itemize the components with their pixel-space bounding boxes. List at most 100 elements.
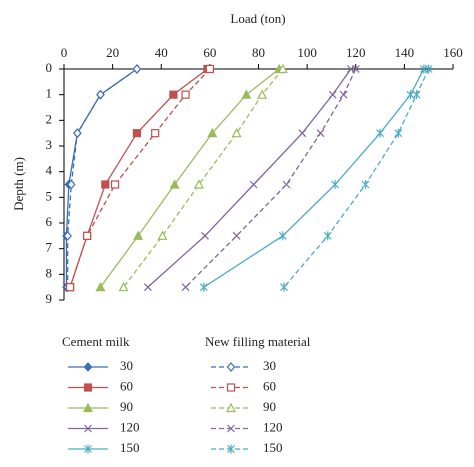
marker xyxy=(339,90,348,99)
marker xyxy=(118,281,129,292)
marker xyxy=(66,179,76,190)
legend-marker xyxy=(83,383,93,392)
series-line xyxy=(147,68,352,288)
legend-marker xyxy=(227,424,235,433)
series-line xyxy=(203,68,425,288)
marker xyxy=(282,180,291,189)
marker xyxy=(132,64,142,74)
marker xyxy=(169,179,180,189)
marker xyxy=(331,180,340,189)
legend-entry: 30 xyxy=(211,358,276,373)
legend-label: 150 xyxy=(120,440,140,455)
marker xyxy=(207,127,218,138)
legend-entry: 60 xyxy=(211,378,276,393)
marker xyxy=(133,230,144,240)
x-tick-label: 80 xyxy=(252,45,265,60)
legend-marker xyxy=(227,444,235,454)
marker xyxy=(298,129,307,138)
legend-marker xyxy=(84,424,92,433)
series-line xyxy=(69,68,208,288)
marker xyxy=(257,89,268,99)
marker xyxy=(181,283,190,292)
marker xyxy=(328,90,337,99)
marker xyxy=(143,283,152,292)
marker xyxy=(241,89,252,99)
legend-title: Cement milk xyxy=(62,334,130,349)
y-tick-label: 1 xyxy=(46,86,53,101)
series-line xyxy=(123,68,284,288)
marker xyxy=(181,90,190,99)
y-tick-label: 5 xyxy=(46,188,53,203)
y-tick-label: 9 xyxy=(46,291,53,306)
y-tick-label: 3 xyxy=(46,137,53,152)
marker xyxy=(151,129,160,138)
marker xyxy=(82,231,92,240)
marker xyxy=(193,179,204,189)
legend-title: New filling material xyxy=(205,334,311,349)
marker xyxy=(376,128,384,138)
marker xyxy=(232,231,241,240)
legend-marker xyxy=(226,383,236,392)
legend-label: 60 xyxy=(120,378,133,393)
series-line xyxy=(99,68,280,288)
marker xyxy=(280,282,288,292)
legend-entry: 90 xyxy=(211,399,276,414)
marker xyxy=(199,282,208,292)
x-tick-label: 140 xyxy=(395,45,415,60)
x-tick-label: 60 xyxy=(203,45,216,60)
marker xyxy=(277,63,288,74)
marker xyxy=(424,64,433,74)
marker xyxy=(201,231,209,240)
legend-label: 120 xyxy=(120,419,140,434)
legend-marker xyxy=(84,444,92,454)
marker xyxy=(205,64,214,74)
marker xyxy=(351,65,360,73)
y-tick-label: 0 xyxy=(46,60,53,75)
marker xyxy=(316,129,325,138)
marker xyxy=(132,129,142,138)
legend-marker xyxy=(226,402,236,413)
marker xyxy=(169,90,178,99)
x-tick-label: 160 xyxy=(443,45,463,60)
legend-entry: 150 xyxy=(68,440,140,455)
legend-marker xyxy=(83,402,93,413)
marker xyxy=(323,231,332,241)
x-tick-label: 20 xyxy=(106,45,119,60)
marker xyxy=(96,89,105,100)
marker xyxy=(63,230,72,241)
marker xyxy=(110,180,120,189)
series-line xyxy=(185,68,357,288)
marker xyxy=(249,180,258,189)
marker xyxy=(157,230,168,240)
legend-entry: 90 xyxy=(68,399,133,414)
marker xyxy=(101,180,110,189)
marker xyxy=(65,283,75,292)
marker xyxy=(406,90,415,100)
x-tick-label: 120 xyxy=(346,45,366,60)
y-axis-label: Depth (m) xyxy=(11,157,26,211)
marker xyxy=(95,281,106,292)
legend-label: 90 xyxy=(120,399,133,414)
legend-entry: 30 xyxy=(68,358,133,373)
legend-marker xyxy=(226,362,236,372)
legend-label: 30 xyxy=(120,358,133,373)
y-tick-label: 2 xyxy=(46,111,53,126)
y-tick-label: 7 xyxy=(46,240,53,255)
marker xyxy=(394,128,403,138)
y-tick-label: 8 xyxy=(46,265,53,280)
marker xyxy=(278,231,287,241)
series-line xyxy=(69,68,211,288)
legend-entry: 120 xyxy=(211,419,283,434)
x-tick-label: 40 xyxy=(155,45,168,60)
legend-entry: 60 xyxy=(68,378,133,393)
legend-entry: 150 xyxy=(211,440,283,455)
x-axis-label: Load (ton) xyxy=(230,11,285,26)
legend-entry: 120 xyxy=(68,419,140,434)
marker xyxy=(231,127,242,138)
x-tick-label: 0 xyxy=(61,45,68,60)
series-line xyxy=(66,68,138,288)
marker xyxy=(361,180,370,189)
legend-label: 90 xyxy=(263,399,276,414)
marker xyxy=(73,128,82,139)
